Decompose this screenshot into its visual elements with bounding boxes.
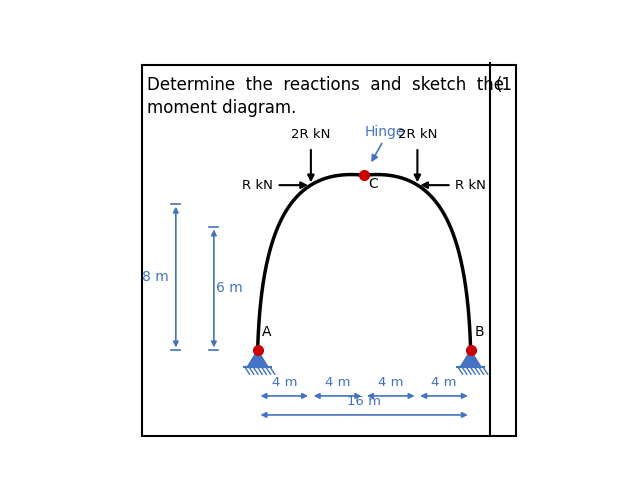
Text: Determine  the  reactions  and  sketch  the: Determine the reactions and sketch the (147, 77, 504, 94)
Polygon shape (247, 350, 268, 368)
Text: 6 m: 6 m (216, 282, 243, 295)
Text: 8 m: 8 m (142, 270, 169, 284)
Text: (1: (1 (495, 77, 513, 94)
Text: 4 m: 4 m (378, 376, 403, 389)
Text: 2R kN: 2R kN (397, 128, 437, 141)
Text: 4 m: 4 m (271, 376, 297, 389)
Text: 4 m: 4 m (431, 376, 457, 389)
Text: 4 m: 4 m (324, 376, 350, 389)
Polygon shape (460, 350, 481, 368)
Text: 2R kN: 2R kN (291, 128, 331, 141)
Text: moment diagram.: moment diagram. (147, 99, 297, 117)
Text: R kN: R kN (456, 179, 486, 192)
Text: Hinge: Hinge (365, 125, 405, 139)
Text: 16 m: 16 m (347, 395, 381, 408)
Text: A: A (261, 325, 271, 339)
Text: C: C (369, 177, 378, 191)
Text: B: B (474, 325, 484, 339)
Text: R kN: R kN (242, 179, 273, 192)
